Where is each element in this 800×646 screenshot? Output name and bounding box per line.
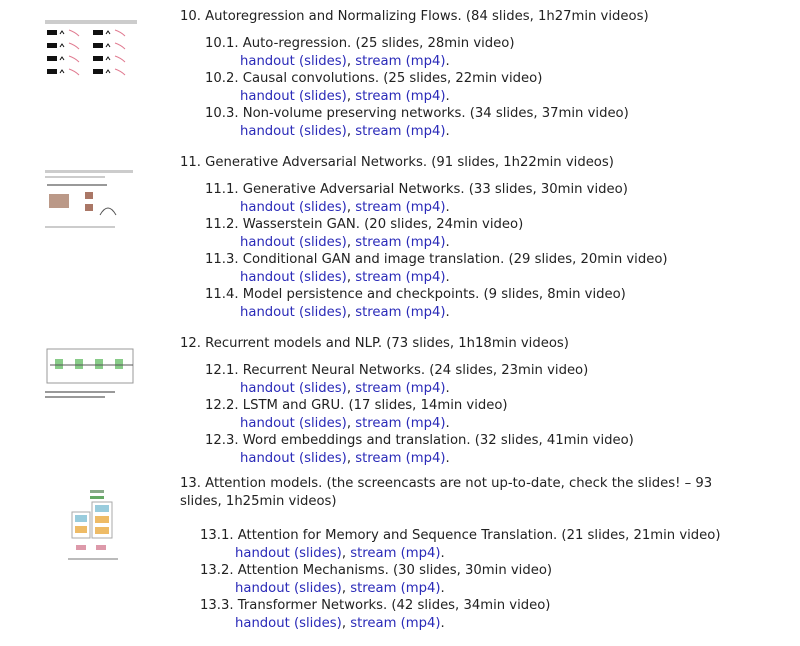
separator: , — [341, 580, 351, 596]
subsection-item: 13.1. Attention for Memory and Sequence … — [200, 527, 721, 562]
subsection-item: 12.3. Word embeddings and translation. (… — [205, 432, 634, 467]
stream-link[interactable]: stream (mp4) — [355, 415, 446, 431]
subsection-item: 12.1. Recurrent Neural Networks. (24 sli… — [205, 362, 634, 397]
handout-link[interactable]: handout (slides) — [235, 580, 342, 596]
stream-link[interactable]: stream (mp4) — [350, 615, 441, 631]
stream-link[interactable]: stream (mp4) — [355, 234, 446, 250]
subsection-item: 10.3. Non-volume preserving networks. (3… — [205, 105, 629, 140]
subsection-item: 13.2. Attention Mechanisms. (30 slides, … — [200, 562, 721, 597]
separator: , — [346, 269, 356, 285]
rnn-figure — [45, 348, 134, 398]
subsection-list: 11.1. Generative Adversarial Networks. (… — [205, 181, 668, 321]
subsection-list: 10.1. Auto-regression. (25 slides, 28min… — [205, 35, 629, 140]
autoregression-figure — [45, 20, 137, 76]
handout-link[interactable]: handout (slides) — [240, 415, 347, 431]
subsection-item: 10.1. Auto-regression. (25 slides, 28min… — [205, 35, 629, 70]
period: . — [445, 415, 450, 431]
section-title: 10. Autoregression and Normalizing Flows… — [180, 9, 649, 24]
handout-link[interactable]: handout (slides) — [235, 615, 342, 631]
subsection-list: 12.1. Recurrent Neural Networks. (24 sli… — [205, 362, 634, 467]
stream-link[interactable]: stream (mp4) — [355, 380, 446, 396]
stream-link[interactable]: stream (mp4) — [350, 580, 441, 596]
period: . — [445, 123, 450, 139]
stream-link[interactable]: stream (mp4) — [355, 450, 446, 466]
separator: , — [346, 123, 356, 139]
separator: , — [346, 53, 356, 69]
section-title: 13. Attention models. (the screencasts a… — [180, 476, 713, 509]
stream-link[interactable]: stream (mp4) — [355, 199, 446, 215]
separator: , — [346, 234, 356, 250]
section-title: 11. Generative Adversarial Networks. (91… — [180, 155, 614, 170]
subsection-title: 10.1. Auto-regression. (25 slides, 28min… — [205, 36, 515, 51]
period: . — [445, 234, 450, 250]
subsection-item: 10.2. Causal convolutions. (25 slides, 2… — [205, 70, 629, 105]
subsection-item: 11.1. Generative Adversarial Networks. (… — [205, 181, 668, 216]
period: . — [440, 615, 445, 631]
subsection-title: 11.3. Conditional GAN and image translat… — [205, 252, 668, 267]
subsection-title: 11.2. Wasserstein GAN. (20 slides, 24min… — [205, 217, 524, 232]
period: . — [445, 269, 450, 285]
period: . — [445, 199, 450, 215]
handout-link[interactable]: handout (slides) — [240, 199, 347, 215]
separator: , — [346, 415, 356, 431]
subsection-item: 11.4. Model persistence and checkpoints.… — [205, 286, 668, 321]
handout-link[interactable]: handout (slides) — [240, 88, 347, 104]
subsection-item: 11.3. Conditional GAN and image translat… — [205, 251, 668, 286]
separator: , — [346, 304, 356, 320]
subsection-title: 13.1. Attention for Memory and Sequence … — [200, 528, 721, 543]
separator: , — [341, 615, 351, 631]
handout-link[interactable]: handout (slides) — [240, 269, 347, 285]
period: . — [445, 450, 450, 466]
handout-link[interactable]: handout (slides) — [235, 545, 342, 561]
section-title: 12. Recurrent models and NLP. (73 slides… — [180, 336, 569, 351]
subsection-title: 12.1. Recurrent Neural Networks. (24 sli… — [205, 363, 589, 378]
period: . — [445, 304, 450, 320]
subsection-title: 13.2. Attention Mechanisms. (30 slides, … — [200, 563, 553, 578]
period: . — [445, 380, 450, 396]
handout-link[interactable]: handout (slides) — [240, 304, 347, 320]
separator: , — [346, 199, 356, 215]
subsection-title: 10.2. Causal convolutions. (25 slides, 2… — [205, 71, 543, 86]
period: . — [445, 88, 450, 104]
subsection-item: 11.2. Wasserstein GAN. (20 slides, 24min… — [205, 216, 668, 251]
stream-link[interactable]: stream (mp4) — [355, 53, 446, 69]
subsection-title: 12.3. Word embeddings and translation. (… — [205, 433, 634, 448]
handout-link[interactable]: handout (slides) — [240, 123, 347, 139]
separator: , — [346, 88, 356, 104]
subsection-item: 12.2. LSTM and GRU. (17 slides, 14min vi… — [205, 397, 634, 432]
subsection-title: 10.3. Non-volume preserving networks. (3… — [205, 106, 629, 121]
transformer-figure — [68, 490, 118, 560]
stream-link[interactable]: stream (mp4) — [355, 304, 446, 320]
handout-link[interactable]: handout (slides) — [240, 380, 347, 396]
subsection-title: 11.1. Generative Adversarial Networks. (… — [205, 182, 628, 197]
period: . — [440, 580, 445, 596]
period: . — [440, 545, 445, 561]
handout-link[interactable]: handout (slides) — [240, 53, 347, 69]
stream-link[interactable]: stream (mp4) — [355, 269, 446, 285]
stream-link[interactable]: stream (mp4) — [350, 545, 441, 561]
stream-link[interactable]: stream (mp4) — [355, 123, 446, 139]
separator: , — [341, 545, 351, 561]
gan-figure — [45, 170, 133, 228]
separator: , — [346, 450, 356, 466]
handout-link[interactable]: handout (slides) — [240, 234, 347, 250]
subsection-item: 13.3. Transformer Networks. (42 slides, … — [200, 597, 721, 632]
separator: , — [346, 380, 356, 396]
subsection-list: 13.1. Attention for Memory and Sequence … — [200, 527, 721, 632]
subsection-title: 12.2. LSTM and GRU. (17 slides, 14min vi… — [205, 398, 508, 413]
subsection-title: 13.3. Transformer Networks. (42 slides, … — [200, 598, 551, 613]
stream-link[interactable]: stream (mp4) — [355, 88, 446, 104]
handout-link[interactable]: handout (slides) — [240, 450, 347, 466]
subsection-title: 11.4. Model persistence and checkpoints.… — [205, 287, 626, 302]
period: . — [445, 53, 450, 69]
